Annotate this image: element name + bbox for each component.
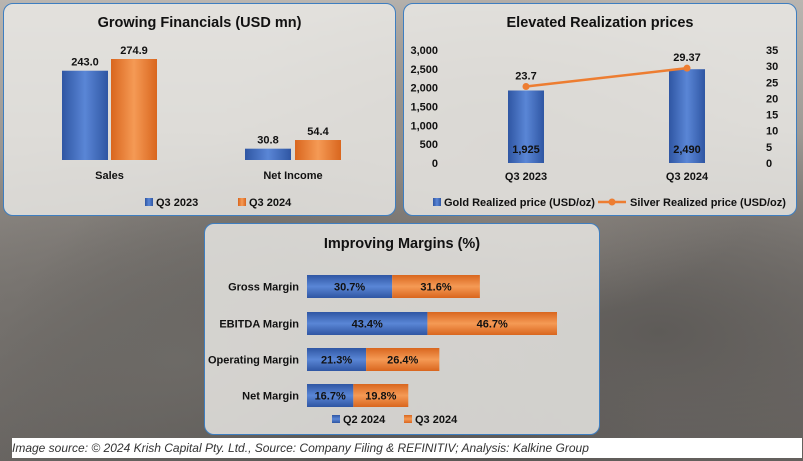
data-label: 274.9 xyxy=(120,45,148,57)
y-left-tick: 500 xyxy=(420,139,438,151)
bar-operating-margin-q2-2024 xyxy=(307,348,367,371)
data-label: 54.4 xyxy=(307,126,329,138)
bar-net-income-q3-2024 xyxy=(295,140,341,160)
legend-swatch-gold xyxy=(433,198,441,206)
gold-bar-0 xyxy=(508,90,544,163)
category-label: Q3 2024 xyxy=(666,171,709,183)
y-right-tick: 15 xyxy=(766,110,778,122)
bar-gross-margin-q3-2024 xyxy=(392,275,480,298)
legend-label: Gold Realized price (USD/oz) xyxy=(444,197,595,209)
data-label: 26.4% xyxy=(387,355,418,367)
category-label: Q3 2023 xyxy=(505,171,547,183)
bar-net-margin-q3-2024 xyxy=(353,384,409,407)
data-label: 30.8 xyxy=(257,135,278,147)
legend-label: Q3 2024 xyxy=(415,414,458,426)
realization-chart: 0 500 1,000 1,500 2,000 2,500 3,000 0 5 10 15 20 25 3… xyxy=(410,45,786,209)
bar-operating-margin-q3-2024 xyxy=(366,348,440,371)
legend-label: Q3 2023 xyxy=(156,197,198,209)
legend-label: Q2 2024 xyxy=(343,414,386,426)
financials-chart: 243.0 30.8 274.9 54.4 Sales Net Income Q3 2023… xyxy=(62,45,341,209)
legend-swatch xyxy=(238,198,246,206)
financials-panel: Growing Financials (USD mn) 243.0 30.8 274… xyxy=(3,3,396,216)
data-label: 46.7% xyxy=(477,319,508,331)
legend-swatch xyxy=(332,415,340,423)
gold-data-label: 2,490 xyxy=(673,144,701,156)
margins-chart: Gross Margin 30.7% 31.6% EBITDA Margin 43.4%… xyxy=(208,275,557,426)
y-right-tick: 10 xyxy=(766,126,778,138)
y-left-tick: 2,500 xyxy=(410,64,438,76)
financials-title: Growing Financials (USD mn) xyxy=(97,15,302,31)
legend-swatch xyxy=(145,198,153,206)
bar-net-margin-q2-2024 xyxy=(307,384,354,407)
margins-panel: Improving Margins (%) Gross Margin 30.7% 3… xyxy=(204,223,600,435)
y-left-tick: 3,000 xyxy=(410,45,438,57)
category-label: Net Income xyxy=(263,170,322,182)
y-right-tick: 35 xyxy=(766,45,778,57)
legend-marker-silver xyxy=(608,198,616,206)
y-right-tick: 0 xyxy=(766,158,772,170)
source-caption: Image source: © 2024 Krish Capital Pty. … xyxy=(12,438,802,458)
bar-gross-margin-q2-2024 xyxy=(307,275,393,298)
data-label: 19.8% xyxy=(365,391,396,403)
gold-bar-1 xyxy=(669,69,705,163)
category-label: Operating Margin xyxy=(208,355,299,367)
legend-label: Q3 2024 xyxy=(249,197,292,209)
realization-panel: Elevated Realization prices 0 500 1,000 1,5… xyxy=(403,3,797,216)
category-label: Sales xyxy=(95,170,124,182)
bar-ebitda-margin-q2-2024 xyxy=(307,312,428,335)
y-right-tick: 30 xyxy=(766,61,778,73)
category-label: Gross Margin xyxy=(228,282,299,294)
y-right-tick: 5 xyxy=(766,142,772,154)
margins-title: Improving Margins (%) xyxy=(323,236,481,252)
bar-ebitda-margin-q3-2024 xyxy=(427,312,557,335)
silver-data-label: 23.7 xyxy=(515,70,536,82)
y-left-tick: 1,500 xyxy=(410,102,438,114)
data-label: 31.6% xyxy=(420,282,451,294)
silver-line xyxy=(525,66,688,88)
legend-label: Silver Realized price (USD/oz) xyxy=(630,197,786,209)
bar-net-income-q3-2023 xyxy=(245,148,291,160)
category-label: Net Margin xyxy=(242,391,299,403)
bar-sales-q3-2023 xyxy=(62,70,108,160)
silver-point-1 xyxy=(683,64,691,72)
data-label: 21.3% xyxy=(321,355,352,367)
category-label: EBITDA Margin xyxy=(219,319,299,331)
bar-sales-q3-2024 xyxy=(111,59,157,160)
gold-data-label: 1,925 xyxy=(512,144,540,156)
data-label: 243.0 xyxy=(71,57,99,69)
realization-title: Elevated Realization prices xyxy=(506,15,694,31)
y-right-tick: 25 xyxy=(766,77,778,89)
silver-data-label: 29.37 xyxy=(673,52,701,64)
y-left-tick: 0 xyxy=(432,158,438,170)
y-right-tick: 20 xyxy=(766,93,778,105)
data-label: 30.7% xyxy=(334,282,365,294)
y-left-tick: 1,000 xyxy=(410,120,438,132)
y-left-tick: 2,000 xyxy=(410,83,438,95)
data-label: 43.4% xyxy=(352,319,383,331)
silver-point-0 xyxy=(522,82,530,90)
legend-swatch xyxy=(404,415,412,423)
data-label: 16.7% xyxy=(315,391,346,403)
